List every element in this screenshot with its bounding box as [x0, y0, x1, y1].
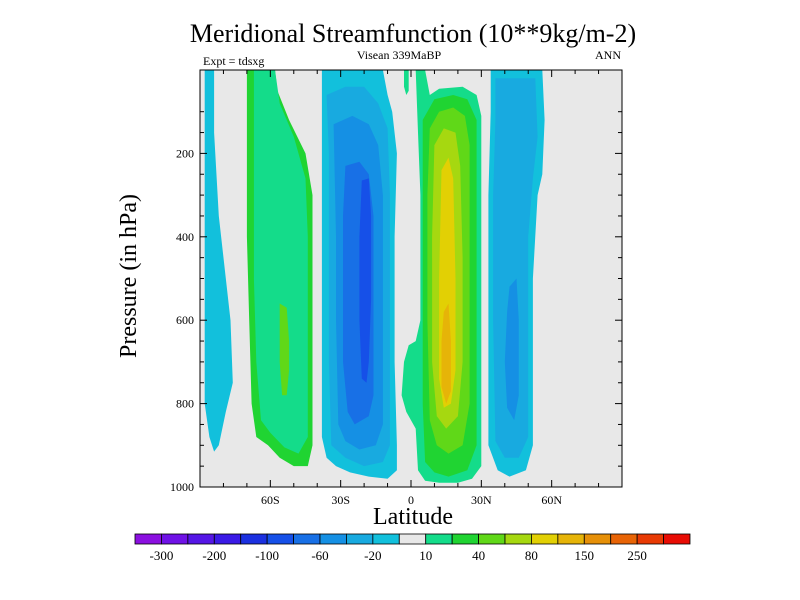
period-label: Visean 339MaBP [357, 48, 442, 62]
experiment-label: Expt = tdsxg [203, 54, 264, 68]
y-axis: 200 400 600 800 1000 [170, 111, 622, 494]
x-tick-label: 30S [331, 493, 350, 507]
sh-ferrel-cell-core [279, 303, 290, 396]
colorbar-swatch [240, 533, 268, 545]
y-tick-label: 200 [176, 146, 194, 160]
colorbar-swatch [583, 533, 612, 545]
colorbar-swatch [636, 533, 664, 545]
x-axis-label: Latitude [373, 504, 453, 530]
y-tick-label: 600 [176, 313, 194, 327]
colorbar-swatch [451, 533, 479, 545]
colorbar-label: -200 [202, 548, 226, 563]
plot-area [199, 69, 623, 488]
colorbar-swatch [557, 533, 585, 545]
season-label: ANN [595, 48, 621, 62]
nh-ferrel-cell-40 [504, 278, 519, 421]
colorbar-label: 40 [472, 548, 485, 563]
colorbar-swatch [663, 533, 691, 545]
x-tick-label: 30N [471, 493, 492, 507]
x-axis: 60S 30S 0 30N 60N [222, 70, 600, 507]
nh-ferrel-cell-20 [493, 78, 538, 458]
x-tick-label: 60S [261, 493, 280, 507]
colorbar-swatch [425, 533, 453, 545]
sh-hadley-core [359, 178, 372, 383]
colorbar-label: 80 [525, 548, 538, 563]
sh-ferrel-cell-20 [253, 70, 308, 454]
sh-polar-weak-cell [204, 70, 233, 452]
chart-title: Meridional Streamfunction (10**9kg/m-2) [190, 19, 636, 48]
colorbar-label: -20 [364, 548, 381, 563]
colorbar-swatch [319, 533, 347, 545]
colorbar-label: -300 [150, 548, 174, 563]
colorbar-swatch [398, 533, 427, 545]
y-axis-label: Pressure (in hPa) [116, 194, 142, 358]
x-tick-label: 0 [408, 493, 414, 507]
colorbar-swatch [372, 533, 400, 545]
colorbar-label: 250 [627, 548, 647, 563]
x-tick-label: 60N [541, 493, 562, 507]
colorbar-swatch [161, 533, 189, 545]
colorbar-swatch [213, 533, 242, 545]
y-tick-label: 800 [176, 397, 194, 411]
nh-hadley-core-max [441, 303, 451, 404]
colorbar-swatch [504, 533, 532, 545]
colorbar-label: 150 [575, 548, 595, 563]
colorbar-swatch [531, 533, 559, 545]
colorbar-swatch [610, 533, 638, 545]
colorbar-swatch [187, 533, 215, 545]
y-tick-label: 1000 [170, 480, 194, 494]
colorbar-swatch [478, 533, 506, 545]
colorbar-label: 10 [419, 548, 432, 563]
y-tick-label: 400 [176, 230, 194, 244]
colorbar: -300 -200 -100 -60 -20 10 40 80 150 250 [134, 533, 691, 563]
equator-small-cell [404, 70, 409, 95]
colorbar-label: -100 [255, 548, 279, 563]
colorbar-swatch [346, 533, 374, 545]
colorbar-swatch [266, 533, 294, 545]
colorbar-swatch [293, 533, 321, 545]
colorbar-label: -60 [311, 548, 328, 563]
colorbar-swatch [134, 533, 162, 545]
